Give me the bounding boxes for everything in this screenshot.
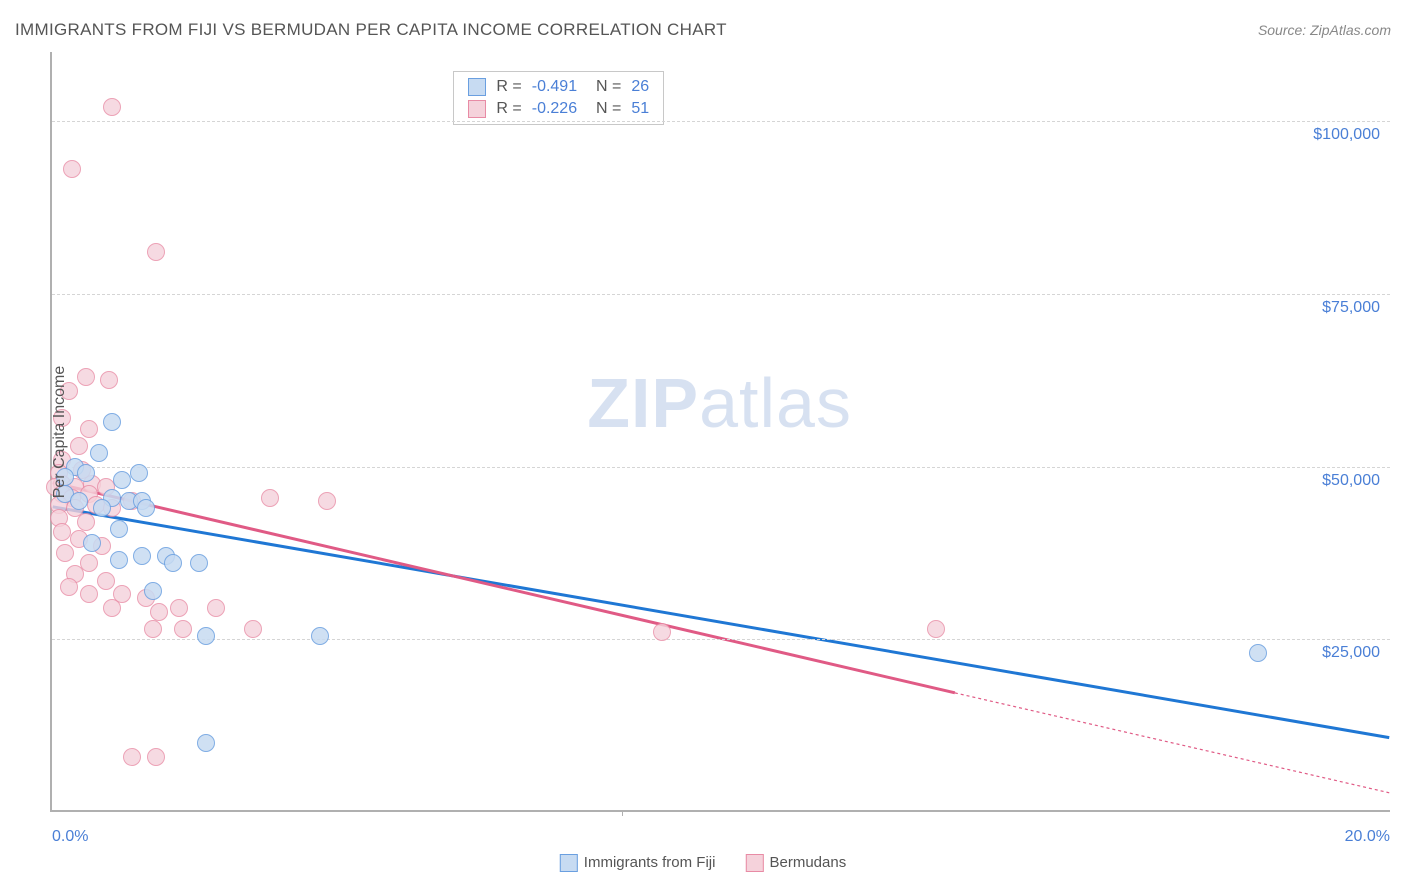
legend-swatch-fiji (468, 78, 486, 96)
trendline-bermudans (53, 483, 955, 693)
scatter-point-fiji (70, 492, 88, 510)
scatter-point-bermudans (100, 371, 118, 389)
scatter-point-fiji (311, 627, 329, 645)
scatter-point-fiji (110, 520, 128, 538)
trendline-extrapolated-bermudans (955, 693, 1389, 793)
scatter-point-bermudans (63, 160, 81, 178)
scatter-point-bermudans (170, 599, 188, 617)
scatter-point-bermudans (80, 585, 98, 603)
scatter-point-fiji (197, 734, 215, 752)
scatter-point-fiji (93, 499, 111, 517)
scatter-point-bermudans (97, 572, 115, 590)
scatter-point-bermudans (103, 98, 121, 116)
legend-label-fiji: Immigrants from Fiji (584, 854, 716, 871)
gridline-horizontal (52, 639, 1390, 640)
scatter-point-fiji (197, 627, 215, 645)
source-attribution: Source: ZipAtlas.com (1258, 22, 1391, 38)
stat-row-bermudans: R = -0.226 N = 51 (468, 98, 649, 120)
scatter-point-fiji (190, 554, 208, 572)
scatter-point-bermudans (147, 748, 165, 766)
page-title: IMMIGRANTS FROM FIJI VS BERMUDAN PER CAP… (15, 20, 727, 40)
scatter-point-fiji (103, 413, 121, 431)
stat-r-value: -0.226 (532, 100, 577, 118)
scatter-point-fiji (137, 499, 155, 517)
legend-label-bermudans: Bermudans (769, 854, 846, 871)
scatter-point-bermudans (60, 578, 78, 596)
stat-n-value: 51 (631, 100, 649, 118)
scatter-point-bermudans (77, 513, 95, 531)
scatter-point-fiji (113, 471, 131, 489)
y-tick-label: $25,000 (1322, 644, 1380, 662)
scatter-point-bermudans (53, 523, 71, 541)
scatter-point-fiji (130, 464, 148, 482)
correlation-stat-box: R = -0.491 N = 26R = -0.226 N = 51 (453, 71, 664, 125)
watermark: ZIPatlas (587, 363, 852, 443)
chart-area: ZIPatlas R = -0.491 N = 26R = -0.226 N =… (50, 52, 1390, 812)
scatter-point-fiji (133, 547, 151, 565)
scatter-point-bermudans (56, 544, 74, 562)
gridline-horizontal (52, 467, 1390, 468)
gridline-horizontal (52, 121, 1390, 122)
scatter-point-bermudans (80, 420, 98, 438)
scatter-point-bermudans (147, 243, 165, 261)
scatter-point-bermudans (244, 620, 262, 638)
scatter-point-bermudans (150, 603, 168, 621)
stat-n-label: N = (587, 78, 621, 96)
legend-swatch-bermudans (468, 100, 486, 118)
stat-r-label: R = (496, 78, 521, 96)
legend-swatch-fiji (560, 854, 578, 872)
plot-region: ZIPatlas R = -0.491 N = 26R = -0.226 N =… (50, 52, 1390, 812)
x-tick-label: 20.0% (1345, 828, 1390, 846)
scatter-point-fiji (83, 534, 101, 552)
chart-header: IMMIGRANTS FROM FIJI VS BERMUDAN PER CAP… (15, 20, 1391, 40)
y-tick-label: $100,000 (1313, 126, 1380, 144)
scatter-point-bermudans (77, 368, 95, 386)
scatter-point-fiji (144, 582, 162, 600)
x-tick-label: 0.0% (52, 828, 88, 846)
legend-item-fiji: Immigrants from Fiji (560, 854, 716, 872)
stat-n-value: 26 (631, 78, 649, 96)
y-tick-label: $50,000 (1322, 472, 1380, 490)
scatter-point-fiji (90, 444, 108, 462)
scatter-point-bermudans (174, 620, 192, 638)
stat-r-label: R = (496, 100, 521, 118)
stat-row-fiji: R = -0.491 N = 26 (468, 76, 649, 98)
gridline-horizontal (52, 294, 1390, 295)
scatter-point-bermudans (123, 748, 141, 766)
x-tick-mark (622, 810, 623, 816)
legend-swatch-bermudans (745, 854, 763, 872)
scatter-point-fiji (77, 464, 95, 482)
legend-item-bermudans: Bermudans (745, 854, 846, 872)
scatter-point-bermudans (927, 620, 945, 638)
scatter-point-bermudans (144, 620, 162, 638)
y-tick-label: $75,000 (1322, 299, 1380, 317)
trendlines-layer (52, 52, 1390, 810)
scatter-point-bermudans (70, 437, 88, 455)
scatter-point-bermudans (318, 492, 336, 510)
scatter-point-fiji (1249, 644, 1267, 662)
watermark-atlas: atlas (699, 364, 852, 442)
stat-n-label: N = (587, 100, 621, 118)
scatter-point-fiji (110, 551, 128, 569)
y-axis-title: Per Capita Income (51, 366, 69, 499)
scatter-point-bermudans (261, 489, 279, 507)
scatter-point-bermudans (207, 599, 225, 617)
bottom-legend: Immigrants from Fiji Bermudans (560, 854, 846, 872)
stat-r-value: -0.491 (532, 78, 577, 96)
scatter-point-fiji (164, 554, 182, 572)
watermark-zip: ZIP (587, 364, 699, 442)
scatter-point-bermudans (103, 599, 121, 617)
scatter-point-bermudans (653, 623, 671, 641)
